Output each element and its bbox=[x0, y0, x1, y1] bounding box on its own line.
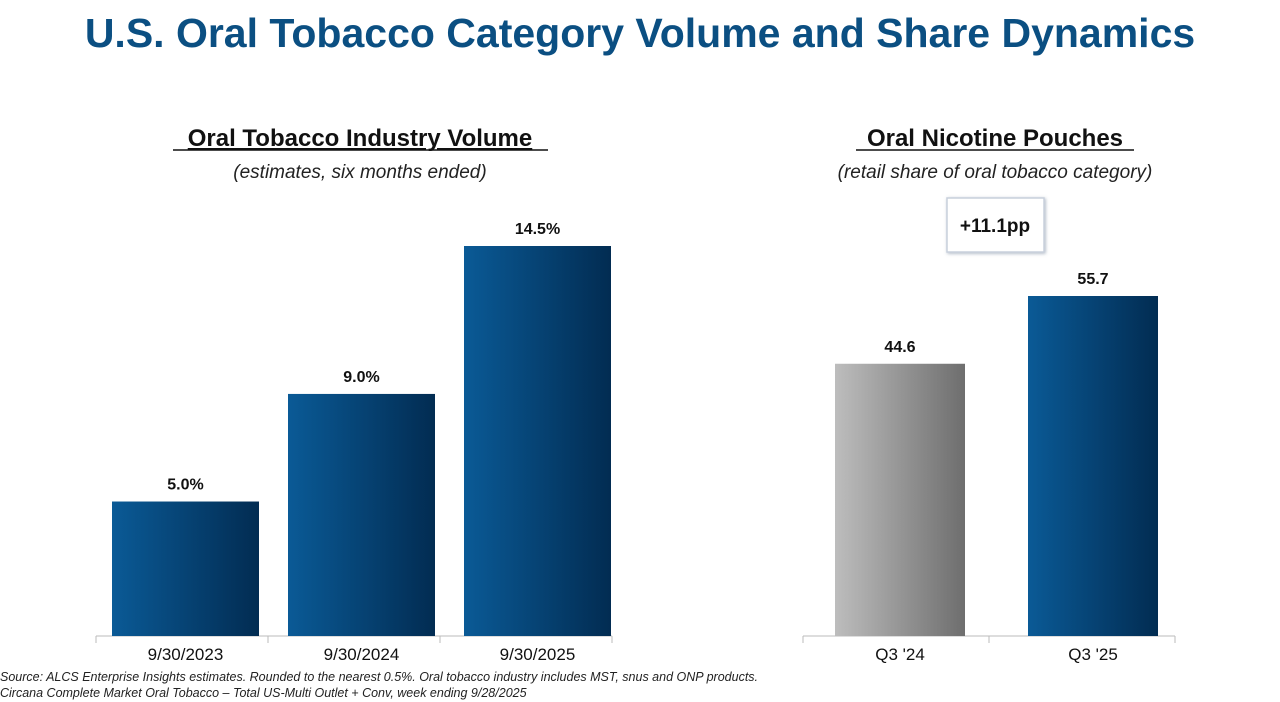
data-label: 14.5% bbox=[515, 221, 560, 238]
bar-9-30-2024 bbox=[288, 393, 435, 636]
x-tick-label: 9/30/2024 bbox=[324, 645, 400, 664]
x-tick-label: 9/30/2023 bbox=[148, 645, 224, 664]
data-label: 44.6 bbox=[884, 339, 915, 356]
footnote-source: Source: ALCS Enterprise Insights estimat… bbox=[0, 670, 759, 684]
bar-9-30-2025 bbox=[464, 246, 611, 636]
data-label: 55.7 bbox=[1077, 271, 1108, 288]
left-chart-subtitle: (estimates, six months ended) bbox=[233, 162, 486, 183]
right-chart-subtitle: (retail share of oral tobacco category) bbox=[838, 162, 1153, 183]
page-title: U.S. Oral Tobacco Category Volume and Sh… bbox=[84, 10, 1196, 56]
footnote-circana: Circana Complete Market Oral Tobacco – T… bbox=[0, 686, 527, 700]
annotation-box bbox=[946, 197, 1045, 253]
bar-9-30-2023 bbox=[112, 501, 259, 636]
data-label: 5.0% bbox=[167, 477, 203, 494]
x-tick-label: Q3 '25 bbox=[1068, 645, 1118, 664]
x-tick-label: Q3 '24 bbox=[875, 645, 925, 664]
left-chart-title: Oral Tobacco Industry Volume bbox=[188, 125, 533, 152]
annotation-text: +11.1pp bbox=[960, 216, 1030, 237]
x-tick-label: 9/30/2025 bbox=[500, 645, 576, 664]
right-chart-title: Oral Nicotine Pouches bbox=[867, 125, 1123, 152]
bar-Q3--25 bbox=[1028, 296, 1158, 636]
bar-Q3--24 bbox=[835, 363, 965, 636]
data-label: 9.0% bbox=[343, 369, 379, 386]
